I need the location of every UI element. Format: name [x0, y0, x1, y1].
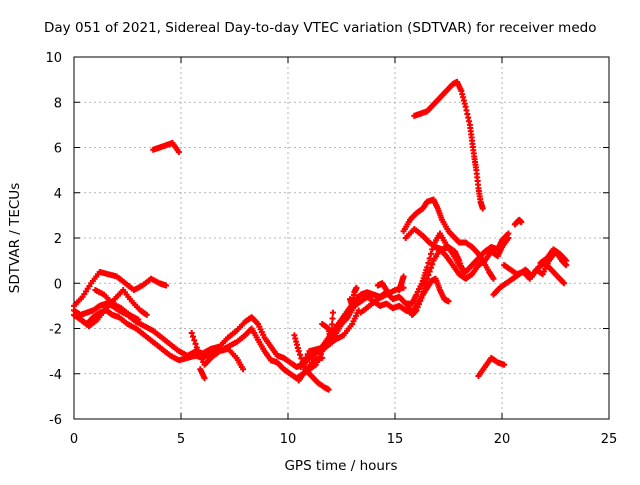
- data-point: [295, 348, 302, 355]
- data-point: [353, 284, 360, 291]
- data-point: [135, 316, 142, 323]
- data-point: [414, 304, 421, 311]
- data-points: [71, 78, 570, 393]
- data-point: [329, 321, 336, 328]
- data-point: [400, 273, 407, 280]
- y-tick-label: -4: [49, 368, 62, 383]
- data-point: [563, 257, 570, 264]
- data-point: [501, 361, 508, 368]
- x-tick-label: 5: [177, 432, 185, 447]
- y-tick-label: 0: [54, 277, 62, 292]
- data-point: [328, 333, 335, 340]
- y-tick-label: -2: [49, 323, 62, 338]
- data-point: [201, 375, 208, 382]
- data-point: [325, 386, 332, 393]
- data-point: [445, 298, 452, 305]
- axis-ticks: 0 5 10 15 20 25 -6 -4 -2 0 2 4 6 8 10: [45, 51, 617, 447]
- data-point: [329, 309, 336, 316]
- y-tick-label: 6: [54, 142, 62, 157]
- data-point: [429, 261, 436, 268]
- data-point: [329, 315, 336, 322]
- data-point: [415, 301, 422, 308]
- data-point: [304, 351, 311, 358]
- data-point: [383, 287, 390, 294]
- data-point: [328, 327, 335, 334]
- x-axis-label: GPS time / hours: [284, 458, 397, 474]
- x-tick-label: 15: [387, 432, 404, 447]
- y-tick-label: 8: [54, 96, 62, 111]
- data-point: [424, 264, 431, 271]
- data-point: [427, 250, 434, 257]
- data-point: [193, 344, 200, 351]
- chart-title: Day 051 of 2021, Sidereal Day-to-day VTE…: [44, 20, 596, 36]
- data-point: [163, 282, 170, 289]
- x-tick-label: 10: [280, 432, 297, 447]
- data-point: [175, 149, 182, 156]
- y-axis-label: SDTVAR / TECUs: [7, 183, 23, 293]
- y-tick-label: 4: [54, 187, 62, 202]
- data-point: [426, 255, 433, 262]
- x-tick-label: 25: [601, 432, 618, 447]
- data-point: [296, 351, 303, 358]
- data-point: [425, 259, 432, 266]
- data-point: [518, 219, 525, 226]
- data-point: [490, 275, 497, 282]
- data-point: [297, 363, 304, 370]
- y-tick-label: 10: [45, 51, 62, 66]
- x-tick-label: 0: [70, 432, 78, 447]
- data-point: [417, 297, 424, 304]
- data-point: [143, 311, 150, 318]
- data-point: [301, 357, 308, 364]
- data-point: [426, 268, 433, 275]
- data-point: [561, 280, 568, 287]
- data-point: [327, 339, 334, 346]
- data-point: [479, 205, 486, 212]
- x-tick-label: 20: [494, 432, 511, 447]
- data-point: [191, 337, 198, 344]
- y-tick-label: -6: [49, 413, 62, 428]
- y-tick-label: 2: [54, 232, 62, 247]
- data-point: [319, 354, 326, 361]
- data-point: [299, 360, 306, 367]
- data-point: [188, 330, 195, 337]
- data-point: [189, 333, 196, 340]
- data-point: [505, 230, 512, 237]
- data-point: [240, 366, 247, 373]
- data-point: [413, 307, 420, 314]
- data-point: [460, 271, 467, 278]
- data-point: [192, 340, 199, 347]
- data-point: [302, 354, 309, 361]
- data-point: [418, 294, 425, 301]
- grid: [74, 57, 609, 419]
